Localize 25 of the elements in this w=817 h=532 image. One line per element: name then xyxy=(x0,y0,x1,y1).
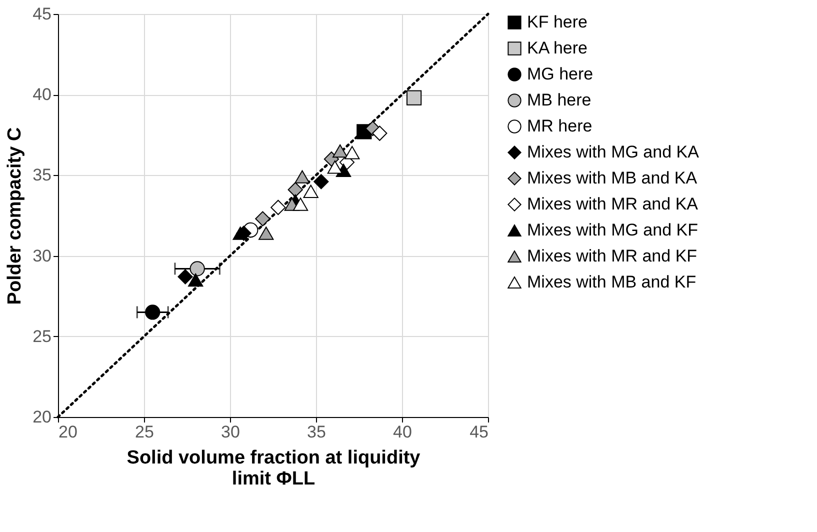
legend-label: MR here xyxy=(527,116,592,136)
y-tick-label: 30 xyxy=(32,246,52,266)
legend-label: MG here xyxy=(527,64,594,84)
y-tick-label: 25 xyxy=(32,326,52,346)
legend-label: Mixes with MB and KA xyxy=(527,168,698,188)
x-tick-label: 30 xyxy=(221,422,240,442)
x-tick-label: 45 xyxy=(470,422,488,442)
y-tick-label: 20 xyxy=(32,408,52,426)
legend-label: KF here xyxy=(527,12,588,32)
legend-label: Mixes with MB and KF xyxy=(527,272,696,292)
x-tick-label: 25 xyxy=(135,422,154,442)
x-axis-title: Solid volume fraction at liquidity limit ΦLL xyxy=(126,448,421,490)
legend-label: KA here xyxy=(527,38,588,58)
legend-label: MB here xyxy=(527,90,592,110)
x-tick-label: 35 xyxy=(307,422,326,442)
y-tick-label: 40 xyxy=(32,85,52,104)
y-tick-label: 35 xyxy=(32,166,52,185)
legend-label: Mixes with MR and KF xyxy=(527,246,698,266)
x-tick-label: 40 xyxy=(393,422,412,442)
y-tick-label: 45 xyxy=(32,4,52,24)
legend-label: Mixes with MG and KA xyxy=(527,142,700,162)
legend-label: Mixes with MG and KF xyxy=(527,220,698,240)
legend-label: Mixes with MR and KA xyxy=(527,194,699,214)
y-axis-title: Polder compacity C xyxy=(4,127,26,305)
x-tick-label: 20 xyxy=(58,422,78,442)
